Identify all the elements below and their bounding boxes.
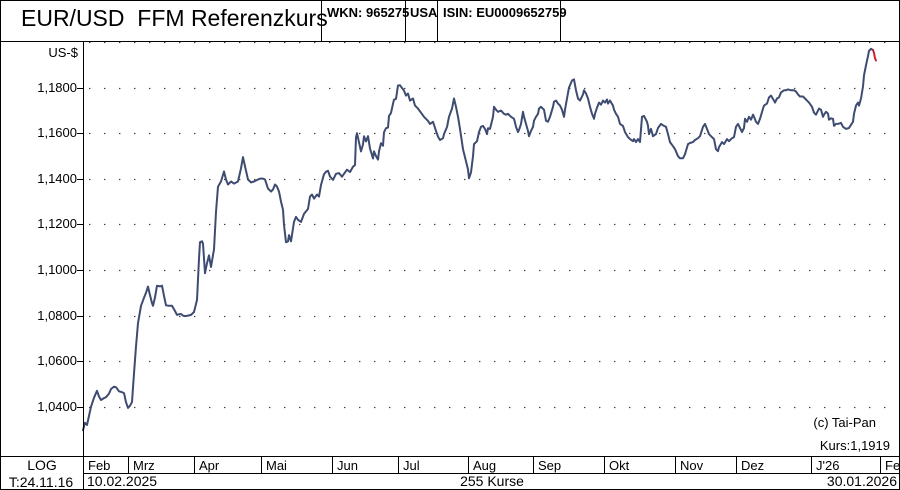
month-label: Jul <box>403 458 420 473</box>
y-tick-label: 1,0800 <box>37 307 77 323</box>
month-label: Apr <box>199 458 220 473</box>
month-tick <box>128 456 129 473</box>
y-tick-label: 1,1600 <box>37 125 77 141</box>
copyright-note: (c) Tai-Pan <box>813 415 876 430</box>
y-tick-mark <box>77 361 84 362</box>
y-tick-label: 1,1400 <box>37 170 77 186</box>
scale-mode-label: LOG <box>27 457 57 473</box>
month-tick <box>83 456 84 473</box>
y-tick-mark <box>77 407 84 408</box>
y-tick-mark <box>77 88 84 89</box>
month-label: Okt <box>609 458 630 473</box>
isin-value: ISIN: EU0009652759 <box>443 5 567 20</box>
y-tick-label: 1,0600 <box>37 353 77 369</box>
month-label: Feb <box>885 458 900 473</box>
month-tick <box>811 456 812 473</box>
quote-count: 255 Kurse <box>460 473 524 489</box>
month-label: Jun <box>337 458 358 473</box>
month-label: Feb <box>88 458 111 473</box>
month-tick <box>880 456 881 473</box>
month-label: Dez <box>741 458 765 473</box>
month-label: Sep <box>538 458 562 473</box>
country-value: USA <box>410 5 438 20</box>
header-divider <box>405 1 406 41</box>
month-tick <box>468 456 469 473</box>
y-tick-mark <box>77 270 84 271</box>
y-tick-mark <box>77 179 84 180</box>
y-tick-mark <box>77 133 84 134</box>
y-axis-unit-label: US-$ <box>48 45 78 60</box>
month-label: Nov <box>680 458 704 473</box>
month-label: Mrz <box>133 458 155 473</box>
wkn-value: WKN: 965275 <box>327 5 410 20</box>
plot-top-border <box>1 41 899 42</box>
header-divider <box>437 1 438 41</box>
y-tick-mark <box>77 316 84 317</box>
month-tick <box>533 456 534 473</box>
month-tick <box>194 456 195 473</box>
x-axis-line <box>1 456 899 457</box>
header-divider <box>560 1 561 41</box>
month-label: J'26 <box>816 458 840 473</box>
price-line <box>872 49 877 62</box>
price-line <box>82 47 874 432</box>
y-tick-label: 1,1000 <box>37 262 77 277</box>
y-tick-label: 1,1800 <box>37 79 77 95</box>
template-stamp: T:24.11.16 <box>8 474 74 490</box>
month-tick <box>736 456 737 473</box>
month-tick <box>675 456 676 473</box>
end-date: 30.01.2026 <box>826 473 897 489</box>
header-divider <box>321 1 322 41</box>
start-date: 10.02.2025 <box>87 473 158 489</box>
last-price-label: Kurs:1,1919 <box>819 438 890 453</box>
month-tick <box>398 456 399 473</box>
month-tick <box>332 456 333 473</box>
y-tick-mark <box>77 224 84 225</box>
y-tick-label: 1,0400 <box>37 398 77 414</box>
y-axis-line <box>83 41 84 489</box>
month-label: Aug <box>473 458 497 473</box>
month-tick <box>261 456 262 473</box>
month-tick <box>604 456 605 473</box>
y-tick-label: 1,1200 <box>37 216 77 232</box>
page-title: EUR/USD FFM Referenzkurs <box>21 5 328 31</box>
footer-divider <box>83 473 899 474</box>
month-label: Mai <box>266 458 287 473</box>
